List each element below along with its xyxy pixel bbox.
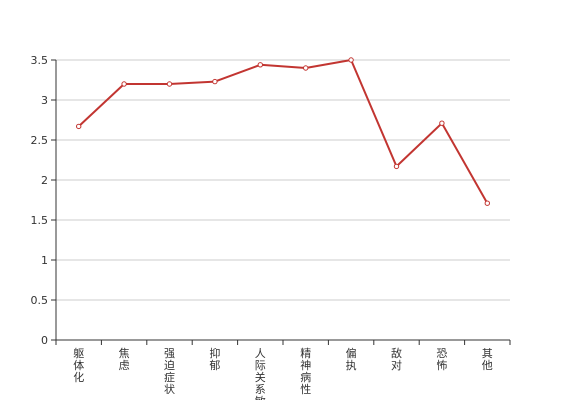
y-tick-label: 2.5: [31, 134, 49, 147]
y-tick-label: 1: [41, 254, 48, 267]
data-point[interactable]: [303, 65, 309, 71]
data-point[interactable]: [212, 78, 218, 85]
x-tick-label: 焦虑: [119, 347, 130, 372]
y-tick-label: 2: [41, 174, 48, 187]
y-axis-ticks: 0 0.5 1 1.5 2 2.5 3 3.5: [31, 54, 56, 347]
x-axis-ticks: [55, 340, 511, 345]
x-axis-labels: 躯体化 焦虑 强迫症状 抑郁 人际关系敏感 精神病性 偏执 敌对 恐怖 其他: [73, 346, 493, 400]
x-tick-label: 其他: [482, 347, 493, 372]
data-point[interactable]: [348, 57, 354, 63]
x-tick-label: 精神病性: [300, 347, 311, 396]
data-point[interactable]: [393, 163, 400, 170]
y-tick-label: 3.5: [31, 54, 49, 67]
x-tick-label: 强迫症状: [164, 347, 175, 396]
data-point[interactable]: [76, 123, 82, 130]
x-tick-label: 恐怖: [436, 347, 447, 372]
data-point[interactable]: [166, 81, 173, 87]
data-points: [76, 57, 490, 206]
x-tick-label: 偏执: [346, 346, 357, 372]
y-tick-label: 1.5: [31, 214, 49, 227]
grid-lines: [56, 59, 510, 301]
x-tick-label: 躯体化: [73, 347, 84, 384]
data-point[interactable]: [484, 200, 490, 206]
x-tick-label: 人际关系敏感: [255, 347, 266, 400]
y-tick-label: 0.5: [31, 294, 49, 307]
data-point[interactable]: [439, 120, 445, 126]
y-tick-label: 3: [41, 94, 48, 107]
series-line: [78, 59, 489, 204]
x-tick-label: 抑郁: [209, 346, 220, 372]
y-tick-label: 0: [41, 334, 48, 347]
data-point[interactable]: [257, 62, 263, 68]
x-tick-label: 敌对: [391, 346, 402, 372]
data-point[interactable]: [121, 81, 127, 87]
